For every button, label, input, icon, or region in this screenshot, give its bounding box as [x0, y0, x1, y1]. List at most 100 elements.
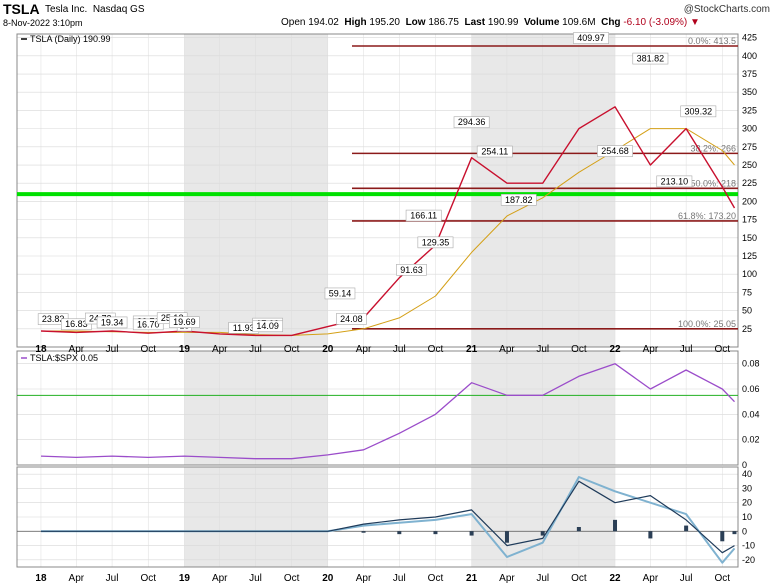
price-annotation-box	[405, 209, 442, 222]
oscillator-histogram-bar	[648, 531, 653, 539]
y-tick-label: 50	[742, 306, 752, 316]
price-annotation: 24.08	[340, 314, 363, 324]
x-tick-label-top: 22	[609, 344, 621, 355]
price-annotation: 187.82	[505, 195, 533, 205]
x-tick-label-bottom: Apr	[356, 573, 372, 584]
y-tick-label: 30	[742, 483, 752, 493]
y-tick-label: 125	[742, 251, 757, 261]
high-label: High	[344, 17, 367, 28]
y-tick-label: 100	[742, 269, 757, 279]
company-name: Tesla Inc. Nasdaq GS	[45, 4, 145, 15]
price-annotation: 59.14	[329, 288, 352, 298]
y-tick-label: 10	[742, 512, 752, 522]
x-tick-label-bottom: 20	[322, 573, 334, 584]
oscillator-histogram-bar	[397, 531, 402, 535]
y-tick-label: 225	[742, 178, 757, 188]
y-tick-label: 275	[742, 142, 757, 152]
oscillator-histogram-bar	[540, 531, 545, 536]
y-tick-label: 200	[742, 196, 757, 206]
panel-frame	[16, 350, 739, 466]
x-tick-label-bottom: Oct	[715, 573, 731, 584]
y-tick-label: 75	[742, 287, 752, 297]
x-tick-label-top: Oct	[140, 344, 156, 355]
price-annotation: 19.69	[173, 317, 196, 327]
x-tick-label-top: 19	[179, 344, 191, 355]
price-annotation-box	[324, 287, 356, 300]
oscillator-histogram-bar	[361, 531, 366, 533]
x-tick-label-bottom: Oct	[428, 573, 444, 584]
y-tick-label: 0.04	[742, 409, 760, 419]
y-tick-label: 325	[742, 105, 757, 115]
x-tick-label-top: 20	[322, 344, 334, 355]
x-tick-label-top: 18	[35, 344, 47, 355]
year-shade	[471, 34, 616, 347]
chg-value: -6.10 (-3.09%)	[623, 17, 688, 28]
price-annotation-box	[597, 145, 633, 157]
y-tick-label: 350	[742, 87, 757, 97]
year-shade	[184, 351, 328, 465]
year-shade	[184, 34, 328, 347]
x-tick-label-top: Oct	[284, 344, 300, 355]
volume-value: 109.6M	[562, 17, 596, 28]
panel-border	[16, 466, 739, 568]
legend-price: TSLA (Daily) 190.99	[30, 34, 111, 44]
x-tick-label-bottom: Apr	[499, 573, 515, 584]
price-annotation-box	[680, 105, 717, 118]
open-value: 194.02	[308, 17, 339, 28]
price-annotation: 294.36	[458, 117, 486, 127]
x-tick-label-top: Oct	[428, 344, 444, 355]
ticker-symbol: TSLA	[3, 1, 40, 17]
oscillator-histogram-bar	[613, 519, 618, 532]
price-annotation-box	[417, 236, 454, 249]
x-tick-label-bottom: 19	[179, 573, 191, 584]
price-annotation: 23.83	[42, 314, 65, 324]
y-tick-label: 0	[742, 526, 747, 536]
x-tick-label-bottom: Jul	[106, 573, 119, 584]
price-annotation: 129.35	[422, 237, 450, 247]
y-tick-label: 425	[742, 33, 757, 43]
copyright: @StockCharts.com	[683, 4, 770, 15]
volume-label: Volume	[524, 17, 560, 28]
low-value: 186.75	[428, 17, 459, 28]
x-tick-label-top: Apr	[69, 344, 85, 355]
y-tick-label: 375	[742, 69, 757, 79]
price-annotation: 16.70	[137, 319, 160, 329]
x-tick-label-top: Apr	[212, 344, 228, 355]
y-tick-label: -10	[742, 541, 755, 551]
fib-level-label: 38.2%: 266	[690, 143, 736, 153]
chart-header: TSLA Tesla Inc. Nasdaq GS 8-Nov-2022 3:1…	[0, 0, 780, 34]
y-tick-label: 175	[742, 215, 757, 225]
y-tick-label: 0.08	[742, 359, 760, 369]
x-tick-label-bottom: Jul	[536, 573, 549, 584]
y-tick-label: 0	[742, 460, 747, 470]
price-annotation: 16.83	[65, 319, 88, 329]
x-tick-label-bottom: Apr	[212, 573, 228, 584]
price-annotation: 381.82	[637, 54, 665, 64]
price-annotation-box	[656, 175, 693, 188]
legend-ratio: TSLA:$SPX 0.05	[30, 353, 98, 363]
price-annotation-box	[132, 318, 164, 331]
low-label: Low	[405, 17, 426, 28]
price-annotation: 166.11	[410, 211, 437, 221]
price-annotation-box	[500, 193, 537, 206]
price-annotation-box	[476, 145, 513, 158]
price-annotation-box	[336, 313, 367, 325]
price-annotation-box	[396, 264, 427, 276]
x-tick-label-bottom: Oct	[140, 573, 156, 584]
y-tick-label: 25	[742, 324, 752, 334]
y-tick-label: 400	[742, 51, 757, 61]
x-tick-label-bottom: 22	[609, 573, 621, 584]
y-tick-label: 250	[742, 160, 757, 170]
price-annotation-box	[252, 320, 283, 333]
high-value: 195.20	[369, 17, 400, 28]
oscillator-histogram-bar	[469, 531, 474, 536]
panel-border	[16, 350, 739, 466]
ratio-line	[40, 363, 735, 460]
panel-frame	[16, 33, 739, 348]
x-tick-label-top: Oct	[715, 344, 731, 355]
oscillator-line-dark	[41, 480, 735, 554]
y-tick-label: 0.02	[742, 435, 760, 445]
x-tick-label-top: Jul	[106, 344, 119, 355]
last-value: 190.99	[487, 17, 519, 28]
open-label: Open	[281, 17, 306, 28]
